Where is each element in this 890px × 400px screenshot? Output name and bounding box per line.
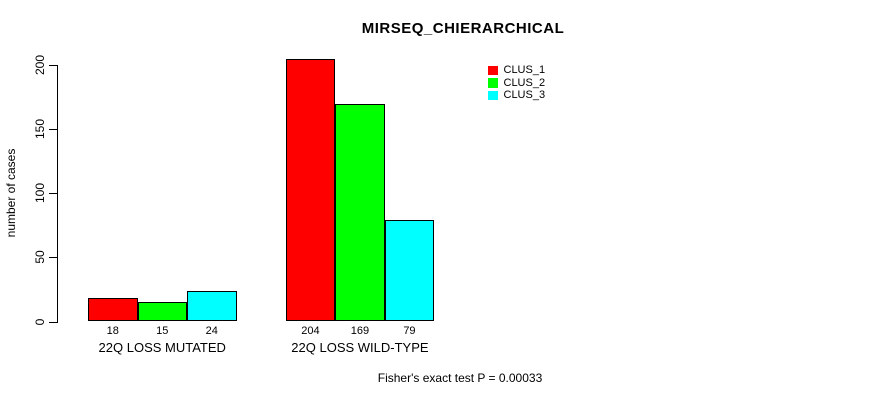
y-tick [49, 257, 57, 259]
bar-clus_2-group0 [137, 302, 187, 322]
y-tick-label: 100 [33, 182, 47, 204]
y-axis-line [57, 64, 58, 323]
legend-color-swatch-icon [488, 78, 498, 88]
bar-value-label: 24 [205, 325, 218, 337]
bar-clus_1-group1 [285, 59, 336, 322]
y-tick-label: 50 [33, 250, 47, 264]
legend-label: CLUS_3 [503, 89, 546, 102]
bar-clus_2-group1 [335, 104, 385, 322]
y-tick [49, 193, 57, 194]
y-tick-label: 0 [33, 318, 47, 325]
legend-color-swatch-icon [488, 65, 498, 75]
legend-item: CLUS_1 [488, 64, 545, 77]
bar-value-label: 18 [106, 325, 119, 337]
bar-value-label: 204 [301, 325, 320, 337]
annotation-fisher-test: Fisher's exact test P = 0.00033 [377, 371, 543, 385]
bar-value-label: 15 [156, 325, 169, 337]
bar-value-label: 169 [350, 325, 370, 337]
legend-item: CLUS_3 [488, 89, 545, 102]
bar-clus_3-group0 [187, 290, 237, 322]
y-axis-title: number of cases [4, 148, 18, 238]
x-category-label: 22Q LOSS MUTATED [98, 340, 226, 355]
bar-clus_1-group0 [88, 298, 138, 322]
y-tick [49, 128, 57, 130]
legend-label: CLUS_2 [503, 76, 546, 89]
legend-color-swatch-icon [488, 90, 498, 100]
y-tick [49, 321, 57, 323]
y-tick-label: 200 [33, 54, 47, 75]
x-category-label: 22Q LOSS WILD-TYPE [291, 340, 429, 355]
bar-value-label: 79 [403, 325, 416, 337]
legend-label: CLUS_1 [503, 64, 546, 77]
legend: CLUS_1 CLUS_2 CLUS_3 [488, 64, 545, 102]
legend-item: CLUS_2 [488, 77, 545, 90]
chart-title: MIRSEQ_CHIERARCHICAL [361, 20, 565, 37]
y-tick [49, 64, 57, 66]
bar-clus_3-group1 [384, 219, 435, 322]
y-tick-label: 150 [33, 118, 47, 139]
